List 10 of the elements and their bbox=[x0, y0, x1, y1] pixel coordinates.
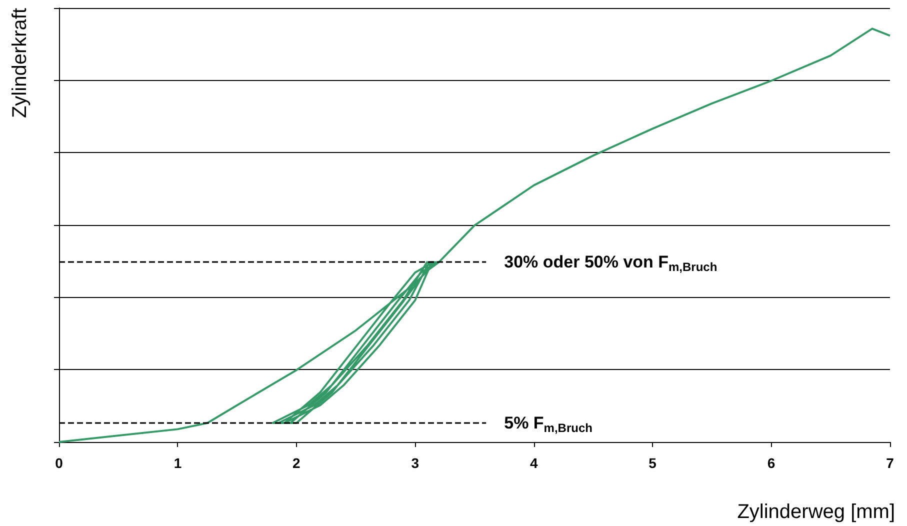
y-axis-title: Zylinderkraft bbox=[9, 8, 31, 118]
x-tick-label: 5 bbox=[648, 455, 657, 471]
x-tick-label: 3 bbox=[411, 455, 420, 471]
x-tick-label: 1 bbox=[174, 455, 182, 471]
x-tick-label: 2 bbox=[292, 455, 301, 471]
x-tick-label: 7 bbox=[886, 455, 894, 471]
x-tick-label: 6 bbox=[767, 455, 776, 471]
x-tick-label: 0 bbox=[55, 455, 64, 471]
x-axis-title: Zylinderweg [mm] bbox=[737, 501, 895, 523]
x-tick-label: 4 bbox=[530, 455, 538, 471]
